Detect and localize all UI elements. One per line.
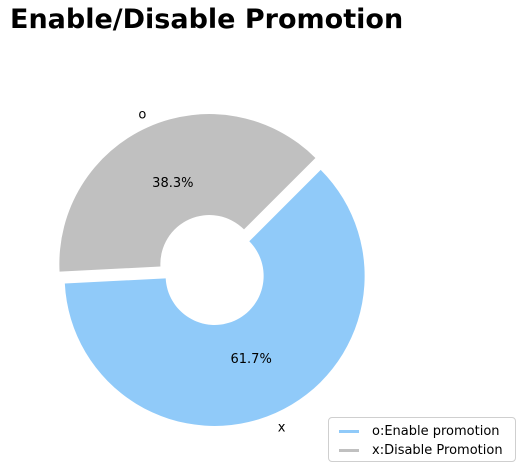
- legend-item-disable: x:Disable Promotion: [339, 441, 503, 459]
- pct-label-o: 38.3%: [152, 176, 193, 191]
- slice-o: [59, 114, 316, 272]
- category-label-o: o: [138, 107, 146, 122]
- legend-label-disable: x:Disable Promotion: [372, 442, 503, 458]
- category-label-x: x: [278, 421, 286, 436]
- labels-group: 38.3% o 61.7% x: [138, 107, 285, 435]
- pct-label-x: 61.7%: [231, 352, 272, 367]
- legend: o:Enable promotion x:Disable Promotion: [328, 417, 516, 462]
- legend-swatch-enable: [339, 429, 359, 433]
- legend-label-enable: o:Enable promotion: [372, 423, 500, 439]
- legend-item-enable: o:Enable promotion: [339, 422, 500, 440]
- chart-title: Enable/Disable Promotion: [10, 4, 404, 35]
- slices-group: [59, 114, 365, 426]
- legend-swatch-disable: [339, 448, 359, 452]
- slice-x: [64, 169, 365, 426]
